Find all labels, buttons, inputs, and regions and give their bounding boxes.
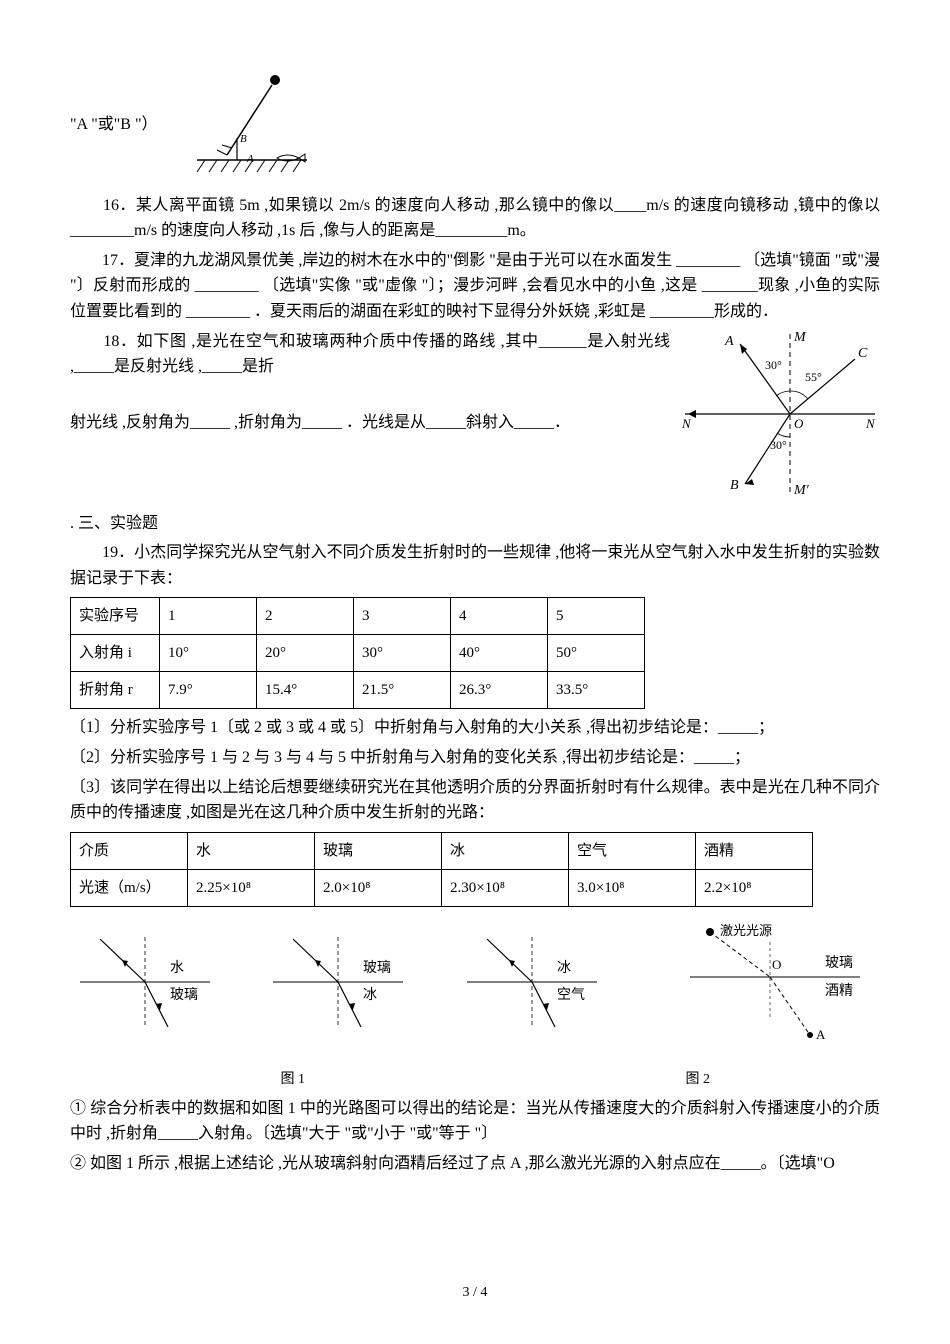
svg-text:A: A — [816, 1027, 826, 1042]
svg-text:酒精: 酒精 — [825, 983, 853, 999]
svg-text:N: N — [865, 416, 876, 431]
optics-diagram: M M′ O N N A 30° C 55° B 30° — [680, 329, 880, 499]
svg-text:空气: 空气 — [557, 987, 585, 1003]
svg-text:30°: 30° — [770, 438, 787, 452]
q17: 17．夏津的九龙湖风景优美 ,岸边的树木在水中的"倒影 "是由于光可以在水面发生… — [70, 248, 880, 325]
svg-text:M′: M′ — [793, 483, 810, 498]
svg-text:C: C — [858, 346, 868, 361]
q19-c2: ② 如图 1 所示 ,根据上述结论 ,光从玻璃斜射向酒精后经过了点 A ,那么激… — [70, 1151, 880, 1177]
fig1-caption: 图 1 — [70, 1069, 516, 1091]
q19a: 19．小杰同学探究光从空气射入不同介质发生折射时的一些规律 ,他将一束光从空气射… — [70, 540, 880, 591]
svg-text:55°: 55° — [805, 370, 822, 384]
q19-1: 〔1〕分析实验序号 1〔或 2 或 3 或 4 或 5〕中折射角与入射角的大小关… — [70, 715, 880, 741]
light-path-figures: 水玻璃 玻璃冰 冰空气 激光光源O玻璃酒精A — [70, 917, 880, 1056]
q19-2: 〔2〕分析实验序号 1 与 2 与 3 与 4 与 5 中折射角与入射角的变化关… — [70, 745, 880, 771]
svg-text:玻璃: 玻璃 — [825, 954, 853, 971]
svg-text:O: O — [772, 957, 781, 972]
table2: 介质水玻璃冰空气酒精光速（m/s）2.25×10⁸2.0×10⁸2.30×10⁸… — [70, 832, 813, 907]
q19-c1: ① 综合分析表中的数据和如图 1 中的光路图可以得出的结论是：当光从传播速度大的… — [70, 1096, 880, 1147]
svg-text:B: B — [730, 478, 739, 493]
svg-text:玻璃: 玻璃 — [170, 986, 198, 1003]
svg-text:O: O — [794, 416, 804, 431]
section3-title: . 三、实验题 — [70, 511, 880, 537]
table1: 实验序号12345入射角 i10°20°30°40°50°折射角 r7.9°15… — [70, 597, 645, 709]
fig2-caption: 图 2 — [516, 1069, 881, 1091]
svg-text:冰: 冰 — [557, 960, 571, 976]
svg-text:B: B — [240, 133, 247, 145]
q16: 16．某人离平面镜 5m ,如果镜以 2m/s 的速度向人移动 ,那么镜中的像以… — [70, 193, 880, 244]
ab-text: "A "或"B "） — [70, 112, 157, 138]
svg-text:水: 水 — [170, 960, 184, 976]
arrow-diagram: B A — [187, 60, 317, 189]
svg-text:激光光源: 激光光源 — [720, 923, 772, 938]
page-number: 3 / 4 — [0, 1282, 950, 1304]
svg-text:A: A — [724, 334, 734, 349]
q19-3: 〔3〕该同学在得出以上结论后想要继续研究光在其他透明介质的分界面折射时有什么规律… — [70, 775, 880, 826]
svg-text:M: M — [793, 330, 807, 345]
svg-text:N: N — [681, 416, 692, 431]
svg-text:玻璃: 玻璃 — [363, 959, 391, 976]
svg-text:30°: 30° — [765, 358, 782, 372]
svg-text:冰: 冰 — [363, 987, 377, 1003]
svg-text:A: A — [246, 153, 254, 165]
